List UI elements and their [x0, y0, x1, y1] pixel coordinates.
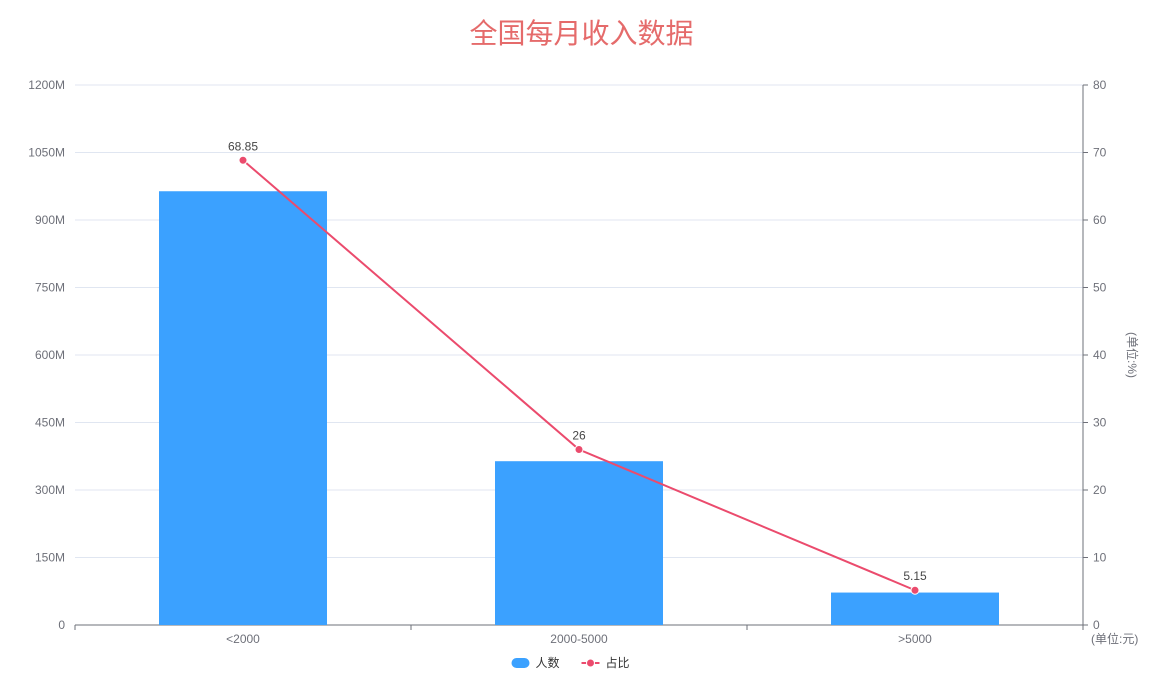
svg-text:10: 10	[1093, 551, 1107, 565]
legend-label: 人数	[536, 655, 560, 670]
svg-text:70: 70	[1093, 146, 1107, 160]
svg-text:40: 40	[1093, 348, 1107, 362]
svg-text:600M: 600M	[35, 348, 65, 362]
y-left-axis: 0 150M 300M 450M 600M 750M 900M 1050M 1200M	[28, 78, 65, 632]
bar	[831, 593, 999, 625]
svg-text:300M: 300M	[35, 483, 65, 497]
svg-text:>5000: >5000	[898, 632, 932, 646]
bars	[159, 191, 999, 625]
y-right-label: (单位:%)	[1125, 332, 1140, 378]
legend-swatch-marker	[587, 659, 595, 667]
line-marker	[575, 446, 583, 454]
svg-text:50: 50	[1093, 281, 1107, 295]
svg-text:450M: 450M	[35, 416, 65, 430]
line-marker	[911, 586, 919, 594]
svg-text:60: 60	[1093, 213, 1107, 227]
svg-text:150M: 150M	[35, 551, 65, 565]
svg-text:0: 0	[1093, 618, 1100, 632]
chart-svg: 0 150M 300M 450M 600M 750M 900M 1050M 1200M 0 10 2…	[0, 0, 1163, 684]
line-marker	[239, 156, 247, 164]
svg-text:750M: 750M	[35, 281, 65, 295]
legend-swatch-bar	[512, 658, 530, 668]
svg-text:20: 20	[1093, 483, 1107, 497]
svg-text:900M: 900M	[35, 213, 65, 227]
svg-text:1200M: 1200M	[28, 78, 65, 92]
svg-text:1050M: 1050M	[28, 146, 65, 160]
svg-text:<2000: <2000	[226, 632, 260, 646]
svg-text:68.85: 68.85	[228, 139, 258, 153]
bar	[159, 191, 327, 625]
legend: 人数 占比	[512, 655, 630, 670]
svg-text:2000-5000: 2000-5000	[550, 632, 608, 646]
legend-label: 占比	[606, 655, 630, 670]
svg-text:30: 30	[1093, 416, 1107, 430]
bar	[495, 461, 663, 625]
x-axis: <2000 2000-5000 >5000	[75, 625, 1083, 646]
svg-text:80: 80	[1093, 78, 1107, 92]
svg-text:26: 26	[572, 429, 586, 443]
svg-text:5.15: 5.15	[903, 569, 927, 583]
y-right-axis: 0 10 20 30 40 50 60 70 80	[1083, 78, 1107, 632]
svg-text:0: 0	[58, 618, 65, 632]
x-unit-label: (单位:元)	[1091, 631, 1138, 646]
